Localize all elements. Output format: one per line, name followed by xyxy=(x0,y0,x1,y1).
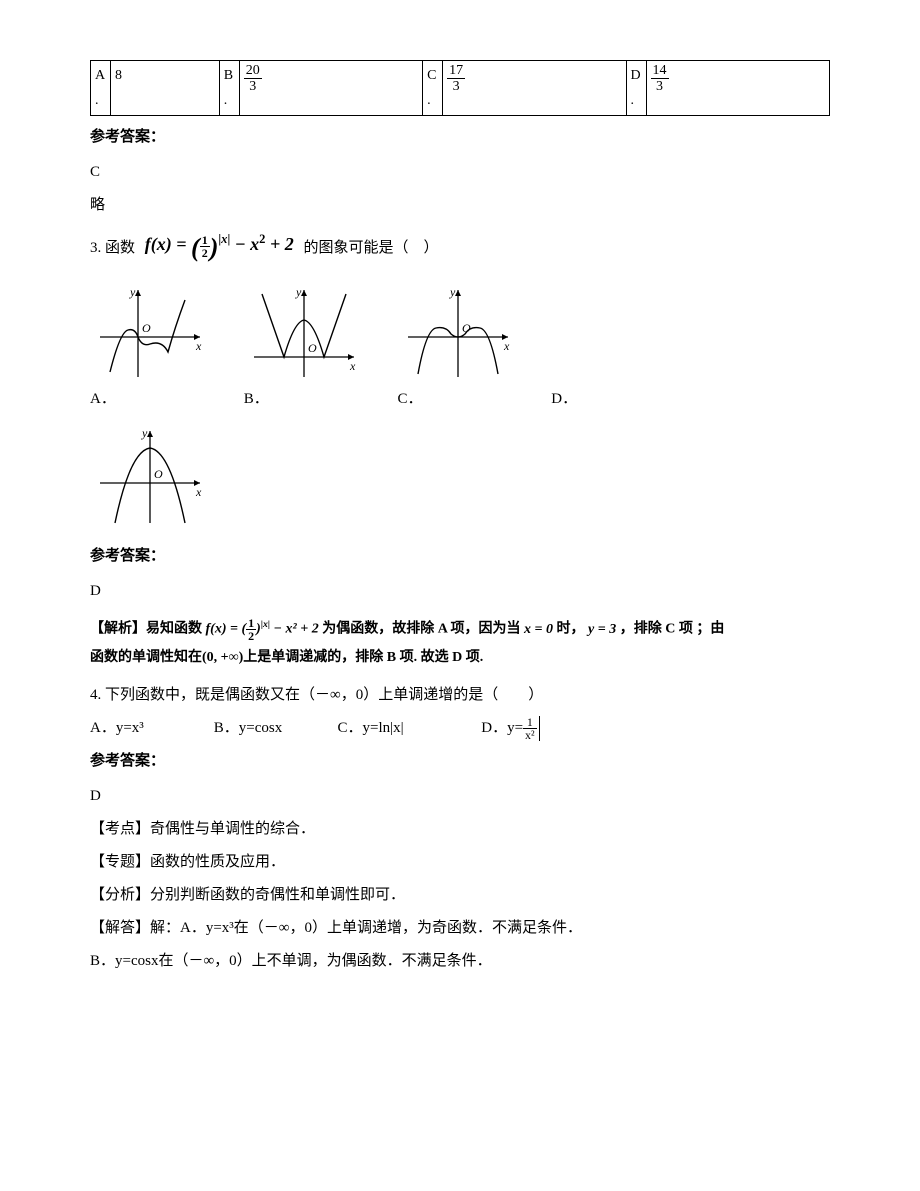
graph-d-svg: y x O xyxy=(90,423,210,533)
explain-y3-pre: 时， xyxy=(557,622,585,637)
svg-text:y: y xyxy=(129,285,136,299)
dot: . xyxy=(95,93,99,108)
q4-options: A．y=x³ B．y=cosx C．y=ln|x| D．y=1x² xyxy=(90,715,830,742)
numerator: 17 xyxy=(447,63,465,79)
numerator: 1 xyxy=(523,716,537,729)
q4-stem: 4. 下列函数中，既是偶函数又在（－∞，0）上单调递增的是（ ） xyxy=(90,682,830,709)
stem-suffix: 的图象可能是（ ） xyxy=(303,240,438,256)
zt-label: 【专题】 xyxy=(90,854,150,870)
letter: C xyxy=(427,68,436,83)
q4-fx: 【分析】分别判断函数的奇偶性和单调性即可． xyxy=(90,882,830,909)
q2-answer-label: 参考答案： xyxy=(90,124,830,151)
fx-label: 【分析】 xyxy=(90,887,150,903)
explain-line2: 函数的单调性知在(0, +∞)上是单调递减的，排除 B 项. 故选 D 项. xyxy=(90,650,483,665)
q4-opt-d: D．y=1x² xyxy=(481,715,539,742)
svg-text:x: x xyxy=(195,339,202,353)
numerator: 14 xyxy=(651,63,669,79)
opt-d-pre: D．y= xyxy=(481,720,523,736)
explain-formula: f(x) = (12)|x| − x² + 2 xyxy=(206,615,319,644)
letter: D xyxy=(631,68,641,83)
numerator: 20 xyxy=(244,63,262,79)
svg-text:x: x xyxy=(349,359,356,373)
q3-graph-d-label-only: D． xyxy=(551,282,577,413)
q3-graph-c: y x O C． xyxy=(398,282,518,413)
graph-b-svg: y x O xyxy=(244,282,364,382)
dot: . xyxy=(224,93,228,108)
q4-opt-a: A．y=x³ xyxy=(90,715,210,742)
opt-b-label: B． xyxy=(244,386,364,413)
q4-opt-c: C．y=ln|x| xyxy=(338,715,478,742)
opt-c-letter: C. xyxy=(423,61,443,116)
opt-a-letter: A. xyxy=(91,61,111,116)
dot: . xyxy=(631,93,635,108)
denominator: x² xyxy=(523,729,537,741)
value: 8 xyxy=(115,68,122,83)
explain-prefix: 【解析】易知函数 xyxy=(90,622,202,637)
q4-opt-b: B．y=cosx xyxy=(214,715,334,742)
svg-text:x: x xyxy=(195,485,202,499)
svg-text:y: y xyxy=(141,426,148,440)
q3-graphs-row2: y x O xyxy=(90,423,830,533)
graph-a-svg: y x O xyxy=(90,282,210,382)
q3-graph-a: y x O A． xyxy=(90,282,210,413)
svg-text:O: O xyxy=(154,467,163,481)
q4-jd-b: B．y=cosx在（－∞，0）上不单调，为偶函数．不满足条件． xyxy=(90,948,830,975)
q2-omit: 略 xyxy=(90,192,830,219)
q3-graphs-row1: y x O A． y x O B． y x O C． xyxy=(90,282,830,413)
kp-text: 奇偶性与单调性的综合． xyxy=(150,821,315,837)
denominator: 3 xyxy=(244,79,262,94)
q2-options-table: A. 8 B. 203 C. 173 D. 143 xyxy=(90,60,830,116)
q2-answer: C xyxy=(90,159,830,186)
opt-c-value: 173 xyxy=(443,61,626,116)
svg-text:y: y xyxy=(449,285,456,299)
svg-text:O: O xyxy=(142,321,151,335)
denominator: 3 xyxy=(447,79,465,94)
stem-prefix: 3. 函数 xyxy=(90,240,135,256)
q3-formula: f(x) = (12)|x| − x2 + 2 xyxy=(145,225,294,272)
letter: B xyxy=(224,68,233,83)
kp-label: 【考点】 xyxy=(90,821,150,837)
opt-b-value: 203 xyxy=(239,61,422,116)
explain-mid: 为偶函数，故排除 A 项，因为当 xyxy=(322,622,520,637)
q3-explain: 【解析】易知函数 f(x) = (12)|x| − x² + 2 为偶函数，故排… xyxy=(90,615,830,672)
jd-a-text: 解：A．y=x³在（－∞，0）上单调递增，为奇函数．不满足条件． xyxy=(150,920,582,936)
q4-zt: 【专题】函数的性质及应用． xyxy=(90,849,830,876)
dot: . xyxy=(427,93,431,108)
explain-x0: x = 0 xyxy=(524,616,553,644)
zt-text: 函数的性质及应用． xyxy=(150,854,285,870)
q3-graph-b: y x O B． xyxy=(244,282,364,413)
fraction: 143 xyxy=(651,63,669,95)
opt-c-label: C． xyxy=(398,386,518,413)
fraction: 173 xyxy=(447,63,465,95)
q3-graph-d: y x O xyxy=(90,423,210,533)
table-row: A. 8 B. 203 C. 173 D. 143 xyxy=(91,61,830,116)
fraction: 203 xyxy=(244,63,262,95)
explain-y3: y = 3 xyxy=(588,616,616,644)
q4-answer-label: 参考答案： xyxy=(90,748,830,775)
opt-b-letter: B. xyxy=(219,61,239,116)
explain-post: ，排除 C 项 ；由 xyxy=(620,622,725,637)
opt-d-label: D． xyxy=(551,386,577,413)
svg-text:x: x xyxy=(503,339,510,353)
opt-a-value: 8 xyxy=(111,61,220,116)
opt-d-letter: D. xyxy=(626,61,646,116)
graph-c-svg: y x O xyxy=(398,282,518,382)
denominator: 3 xyxy=(651,79,669,94)
q3-answer: D xyxy=(90,578,830,605)
q3-stem: 3. 函数 f(x) = (12)|x| − x2 + 2 的图象可能是（ ） xyxy=(90,225,830,272)
svg-text:y: y xyxy=(295,285,302,299)
opt-a-label: A． xyxy=(90,386,210,413)
q3-answer-label: 参考答案： xyxy=(90,543,830,570)
q4-kp: 【考点】奇偶性与单调性的综合． xyxy=(90,816,830,843)
opt-d-frac: 1x² xyxy=(523,716,540,741)
jd-label: 【解答】 xyxy=(90,920,150,936)
letter: A xyxy=(95,68,105,83)
opt-d-value: 143 xyxy=(646,61,829,116)
q4-answer: D xyxy=(90,783,830,810)
fx-text: 分别判断函数的奇偶性和单调性即可． xyxy=(150,887,405,903)
svg-text:O: O xyxy=(308,341,317,355)
q4-jd-a: 【解答】解：A．y=x³在（－∞，0）上单调递增，为奇函数．不满足条件． xyxy=(90,915,830,942)
